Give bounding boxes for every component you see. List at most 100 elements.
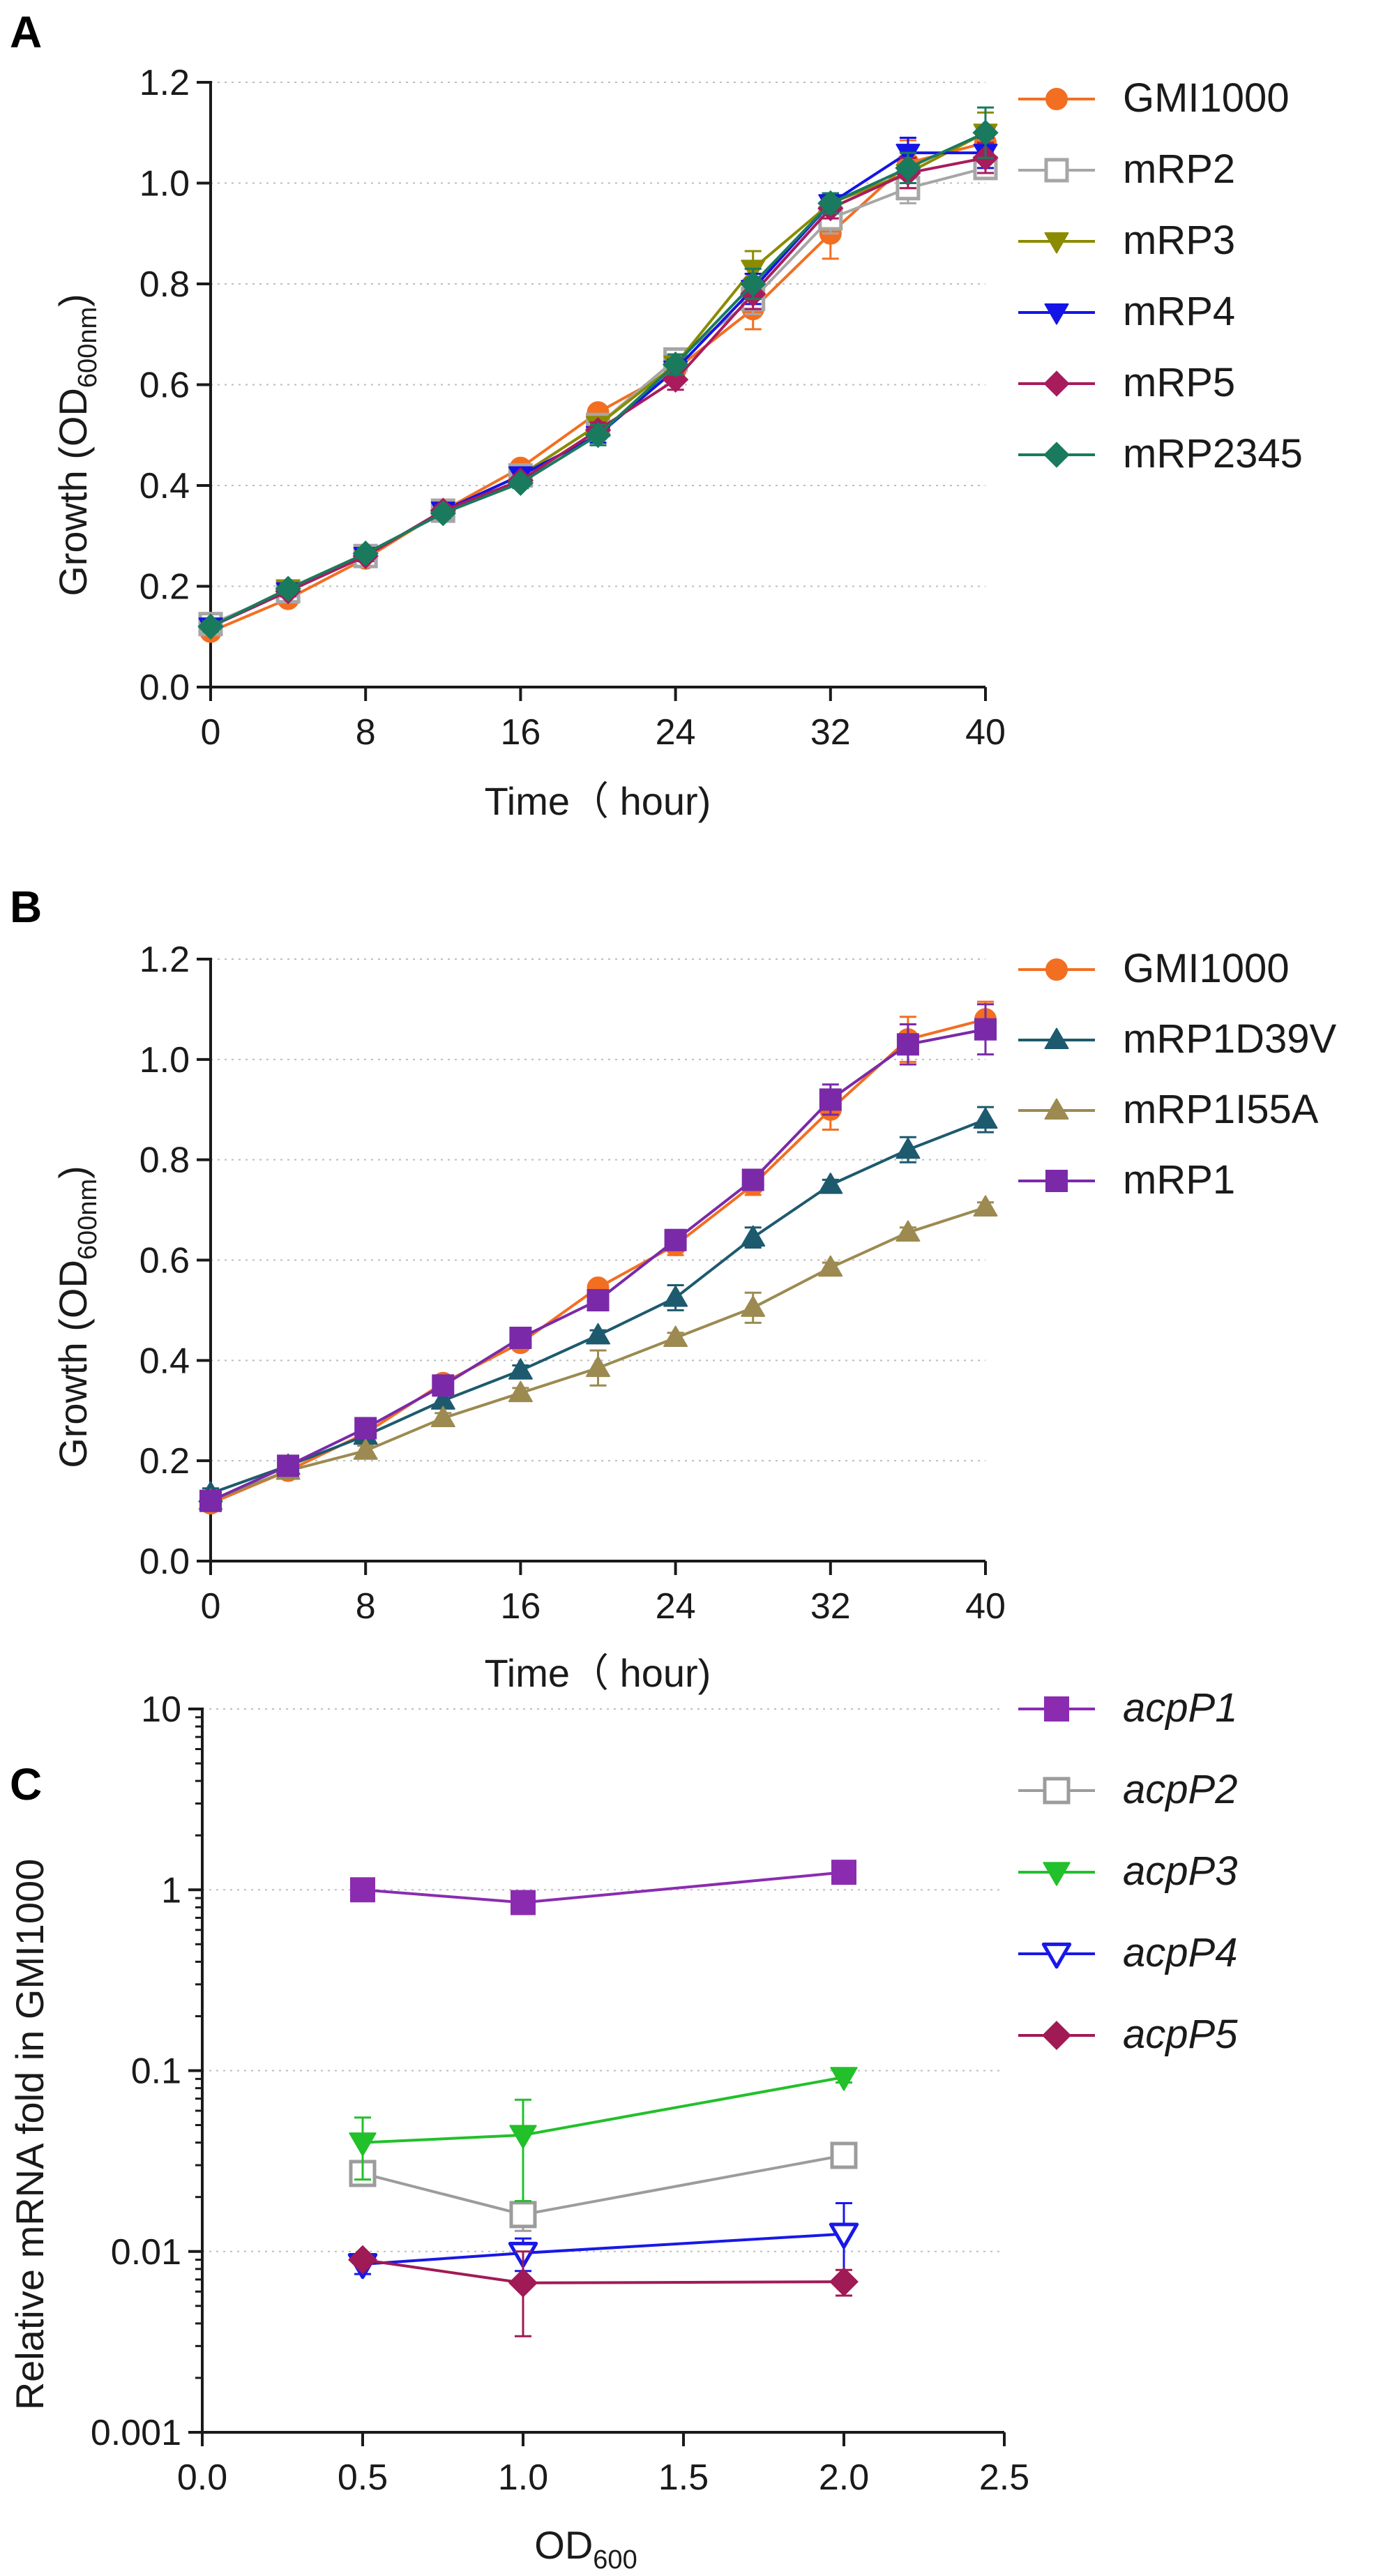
- data-point: [586, 1323, 610, 1345]
- y-tick-label: 0.001: [91, 2413, 181, 2453]
- data-point: [830, 2141, 858, 2169]
- data-point: [1044, 303, 1069, 325]
- x-tick-label: 8: [356, 712, 376, 753]
- y-tick-label: 0.01: [111, 2232, 181, 2273]
- series-line: [210, 131, 986, 628]
- data-point: [1043, 442, 1070, 468]
- data-point: [353, 1438, 378, 1460]
- series-acpP1: [350, 1860, 856, 1915]
- data-point: [973, 1107, 998, 1129]
- data-point: [1045, 88, 1068, 110]
- data-point: [348, 2245, 377, 2275]
- data-point: [586, 1355, 610, 1378]
- legend-label: acpP5: [1123, 2012, 1238, 2057]
- data-point: [430, 1406, 455, 1428]
- data-point: [895, 1220, 921, 1242]
- data-point: [819, 1088, 842, 1111]
- data-point: [973, 1195, 998, 1217]
- data-point: [1044, 158, 1069, 183]
- x-tick-label: 32: [810, 1586, 851, 1627]
- series-line: [210, 156, 986, 628]
- data-point: [818, 1255, 843, 1277]
- y-tick-label: 0.1: [131, 2051, 181, 2092]
- series-line: [210, 141, 986, 633]
- legend-label: mRP1: [1123, 1157, 1235, 1203]
- series-line: [362, 2232, 845, 2266]
- series-mRP4: [198, 136, 998, 639]
- data-point: [509, 2201, 537, 2229]
- data-point: [896, 1033, 919, 1056]
- x-tick-label: 0: [201, 712, 221, 753]
- y-tick-label: 10: [141, 1689, 181, 1730]
- y-tick-label: 1.0: [139, 1040, 190, 1080]
- data-point: [275, 575, 301, 602]
- data-point: [350, 1877, 375, 1903]
- legend-label: acpP2: [1123, 1767, 1237, 1812]
- panel-label-b: B: [10, 882, 42, 932]
- data-point: [1045, 1170, 1068, 1192]
- y-tick-label: 0.2: [139, 567, 190, 608]
- data-point: [741, 1225, 766, 1247]
- y-axis-label-a: Growth (OD600nm): [51, 294, 103, 596]
- series-acpP5: [348, 2245, 859, 2337]
- legend-label: acpP4: [1123, 1930, 1237, 1975]
- data-point: [587, 1289, 610, 1312]
- legend-label: acpP3: [1123, 1848, 1237, 1894]
- y-tick-label: 0.0: [139, 668, 190, 708]
- data-point: [508, 1380, 533, 1403]
- data-point: [1043, 1777, 1071, 1805]
- data-point: [1043, 1862, 1071, 1886]
- x-tick-label: 32: [810, 712, 851, 753]
- panel-label-a: A: [10, 7, 42, 57]
- series-mRP2345: [197, 106, 999, 640]
- data-point: [1041, 1942, 1072, 1969]
- panel-label-c: C: [10, 1759, 42, 1809]
- y-tick-label: 0.8: [139, 1140, 190, 1181]
- data-point: [1045, 958, 1068, 981]
- series-line: [362, 1871, 845, 1904]
- series-acpP3: [349, 2067, 858, 2202]
- data-point: [662, 351, 689, 378]
- y-tick-label: 0.0: [139, 1542, 190, 1582]
- legend-label: mRP2: [1123, 146, 1235, 192]
- x-tick-label: 0.5: [338, 2457, 388, 2498]
- data-point: [741, 1168, 764, 1191]
- x-axis-label-b: Time（ hour): [485, 1651, 711, 1695]
- y-tick-label: 0.2: [139, 1441, 190, 1482]
- data-point: [277, 1454, 300, 1477]
- x-tick-label: 8: [356, 1586, 376, 1627]
- series-mRP1I55A: [198, 1195, 998, 1510]
- data-point: [830, 2067, 858, 2091]
- x-axis-label-c: OD600: [534, 2523, 637, 2575]
- data-point: [663, 1285, 688, 1307]
- data-point: [508, 1358, 533, 1380]
- x-tick-label: 16: [500, 712, 541, 753]
- data-point: [509, 2125, 537, 2149]
- y-tick-label: 1.2: [139, 940, 190, 980]
- legend-label: GMI1000: [1123, 946, 1290, 991]
- data-point: [349, 2132, 377, 2157]
- legend-label: GMI1000: [1123, 75, 1290, 121]
- x-tick-label: 1.0: [498, 2457, 548, 2498]
- data-point: [1044, 1696, 1069, 1722]
- panel-b: B Growth (OD600nm) Time（ hour) 0.0 0.2 0.4…: [10, 882, 1337, 1695]
- legend-label: mRP2345: [1123, 431, 1303, 476]
- x-tick-label: 40: [965, 1586, 1006, 1627]
- y-tick-label: 0.6: [139, 366, 190, 406]
- legend-label: mRP1D39V: [1123, 1016, 1337, 1062]
- data-point: [831, 1860, 856, 1885]
- data-point: [354, 1417, 377, 1440]
- data-point: [741, 1295, 766, 1317]
- y-tick-label: 0.4: [139, 466, 190, 506]
- data-point: [430, 500, 456, 527]
- data-point: [509, 1326, 532, 1349]
- data-point: [664, 1228, 687, 1251]
- data-point: [817, 190, 844, 217]
- data-point: [507, 469, 534, 497]
- x-tick-label: 24: [656, 712, 696, 753]
- y-tick-label: 1.0: [139, 164, 190, 204]
- legend-label: mRP4: [1123, 289, 1235, 334]
- x-tick-label: 1.5: [658, 2457, 709, 2498]
- data-point: [1044, 232, 1069, 254]
